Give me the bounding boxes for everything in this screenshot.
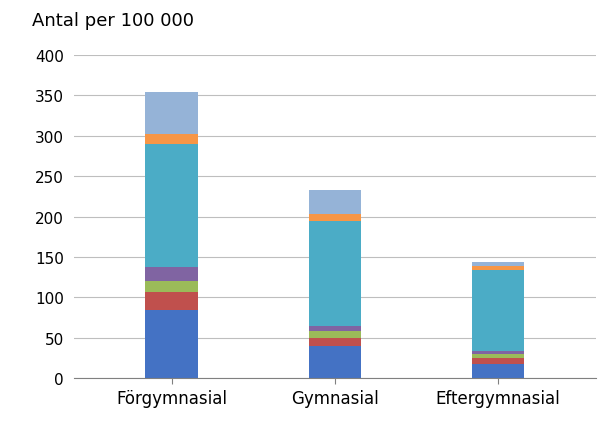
Bar xyxy=(146,292,198,310)
Bar xyxy=(308,215,361,221)
Bar xyxy=(146,310,198,378)
Bar xyxy=(472,354,524,358)
Bar xyxy=(472,266,524,270)
Text: Antal per 100 000: Antal per 100 000 xyxy=(32,12,194,30)
Bar xyxy=(146,144,198,267)
Bar xyxy=(308,346,361,378)
Bar xyxy=(308,326,361,332)
Bar xyxy=(308,221,361,326)
Bar xyxy=(472,262,524,266)
Bar xyxy=(308,190,361,215)
Bar xyxy=(472,270,524,351)
Bar xyxy=(308,332,361,338)
Bar xyxy=(146,282,198,292)
Bar xyxy=(472,364,524,378)
Bar xyxy=(472,358,524,364)
Bar xyxy=(472,351,524,354)
Bar xyxy=(308,338,361,346)
Bar xyxy=(146,93,198,135)
Bar xyxy=(146,135,198,144)
Bar xyxy=(146,267,198,282)
